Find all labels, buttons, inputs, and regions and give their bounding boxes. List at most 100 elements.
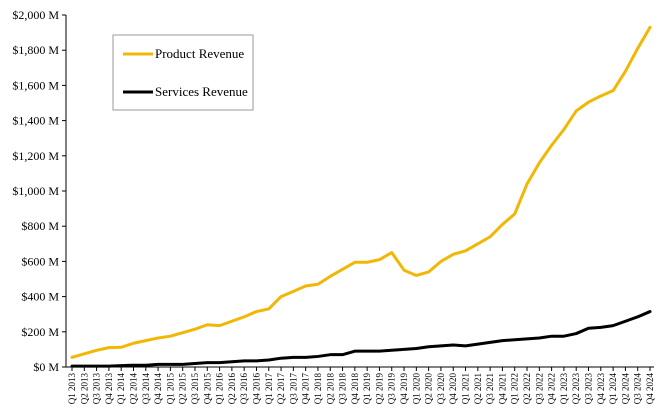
data-point-product-revenue: [550, 144, 553, 147]
data-point-product-revenue: [107, 346, 110, 349]
legend: Product Revenue Services Revenue: [112, 34, 254, 111]
data-point-services-revenue: [329, 353, 332, 356]
x-tick-label: Q3 2017: [288, 373, 298, 405]
data-point-services-revenue: [120, 364, 123, 367]
data-point-product-revenue: [464, 249, 467, 252]
x-tick-label: Q3 2023: [584, 373, 594, 405]
data-point-product-revenue: [169, 335, 172, 338]
data-point-services-revenue: [562, 335, 565, 338]
data-point-product-revenue: [206, 323, 209, 326]
data-point-services-revenue: [612, 324, 615, 327]
data-point-services-revenue: [144, 364, 147, 367]
x-tick-label: Q4 2022: [547, 373, 557, 404]
data-point-services-revenue: [132, 364, 135, 367]
data-point-product-revenue: [255, 310, 258, 313]
data-point-product-revenue: [316, 283, 319, 286]
data-point-services-revenue: [427, 345, 430, 348]
y-tick-label: $2,000 M: [12, 8, 59, 22]
data-point-product-revenue: [144, 339, 147, 342]
x-tick-label: Q4 2014: [153, 373, 163, 405]
x-tick-label: Q1 2018: [313, 373, 323, 405]
data-point-services-revenue: [575, 332, 578, 335]
data-point-product-revenue: [489, 235, 492, 238]
data-point-services-revenue: [366, 350, 369, 353]
data-point-services-revenue: [526, 337, 529, 340]
x-tick-label: Q4 2018: [350, 373, 360, 405]
y-tick-label: $0 M: [33, 360, 59, 374]
data-point-services-revenue: [181, 363, 184, 366]
data-point-services-revenue: [378, 350, 381, 353]
x-tick-label: Q1 2017: [264, 373, 274, 405]
y-axis: $0 M $200 M $400 M $600 M $800 M $1,000 M $1,2…: [12, 8, 67, 374]
data-point-product-revenue: [120, 346, 123, 349]
data-point-product-revenue: [513, 212, 516, 215]
data-point-product-revenue: [83, 352, 86, 355]
data-point-product-revenue: [366, 261, 369, 264]
x-tick-label: Q1 2021: [461, 373, 471, 404]
x-tick-label: Q3 2015: [190, 373, 200, 405]
data-point-product-revenue: [599, 94, 602, 97]
x-tick-label: Q4 2015: [202, 373, 212, 405]
data-point-services-revenue: [292, 356, 295, 359]
data-point-services-revenue: [267, 358, 270, 361]
x-tick-label: Q3 2014: [141, 373, 151, 405]
data-point-product-revenue: [71, 356, 74, 359]
data-point-product-revenue: [230, 320, 233, 323]
data-point-services-revenue: [304, 356, 307, 359]
data-point-product-revenue: [329, 275, 332, 278]
x-tick-label: Q2 2017: [276, 373, 286, 405]
data-point-services-revenue: [280, 357, 283, 360]
data-point-services-revenue: [501, 339, 504, 342]
data-point-product-revenue: [243, 315, 246, 318]
x-tick-label: Q4 2021: [497, 373, 507, 404]
data-point-product-revenue: [562, 128, 565, 131]
series-layer: [70, 25, 652, 368]
x-tick-label: Q1 2023: [559, 373, 569, 405]
x-tick-label: Q3 2016: [239, 373, 249, 405]
data-point-services-revenue: [452, 344, 455, 347]
y-tick-label: $800 M: [21, 219, 59, 233]
data-point-services-revenue: [107, 365, 110, 368]
data-point-services-revenue: [464, 344, 467, 347]
x-axis: Q1 2013 Q2 2013 Q3 2013 Q4 2013 Q1 2014 Q2 20…: [66, 366, 655, 405]
x-tick-label: Q3 2021: [485, 373, 495, 404]
data-point-product-revenue: [452, 253, 455, 256]
x-tick-label: Q4 2019: [399, 373, 409, 405]
data-point-services-revenue: [218, 361, 221, 364]
x-tick-label: Q3 2022: [534, 373, 544, 404]
x-tick-label: Q2 2022: [522, 373, 532, 404]
x-tick-label: Q4 2024: [645, 373, 655, 405]
data-point-services-revenue: [95, 365, 98, 368]
data-point-product-revenue: [649, 26, 652, 29]
x-tick-label: Q2 2013: [79, 373, 89, 405]
x-tick-label: Q3 2013: [92, 373, 102, 405]
data-point-product-revenue: [612, 89, 615, 92]
x-tick-label: Q2 2015: [178, 373, 188, 405]
data-point-services-revenue: [587, 327, 590, 330]
data-point-services-revenue: [489, 341, 492, 344]
legend-box: [112, 34, 254, 111]
data-point-product-revenue: [476, 242, 479, 245]
data-point-services-revenue: [550, 335, 553, 338]
data-point-product-revenue: [415, 274, 418, 277]
x-tick-label: Q2 2016: [227, 373, 237, 405]
x-tick-label: Q2 2019: [374, 373, 384, 405]
data-point-services-revenue: [538, 336, 541, 339]
data-point-services-revenue: [243, 359, 246, 362]
data-point-product-revenue: [181, 331, 184, 334]
series-line-services-revenue: [70, 310, 652, 368]
x-tick-label: Q3 2019: [387, 373, 397, 405]
data-point-product-revenue: [95, 349, 98, 352]
y-tick-label: $1,600 M: [12, 78, 59, 92]
data-point-product-revenue: [353, 261, 356, 264]
y-tick-label: $1,000 M: [12, 184, 59, 198]
data-point-product-revenue: [218, 324, 221, 327]
data-point-services-revenue: [83, 365, 86, 368]
x-tick-label: Q4 2016: [251, 373, 261, 405]
y-tick-label: $1,400 M: [12, 114, 59, 128]
x-tick-label: Q4 2013: [104, 373, 114, 405]
x-tick-label: Q4 2017: [301, 373, 311, 405]
data-point-services-revenue: [599, 326, 602, 329]
data-point-product-revenue: [157, 336, 160, 339]
